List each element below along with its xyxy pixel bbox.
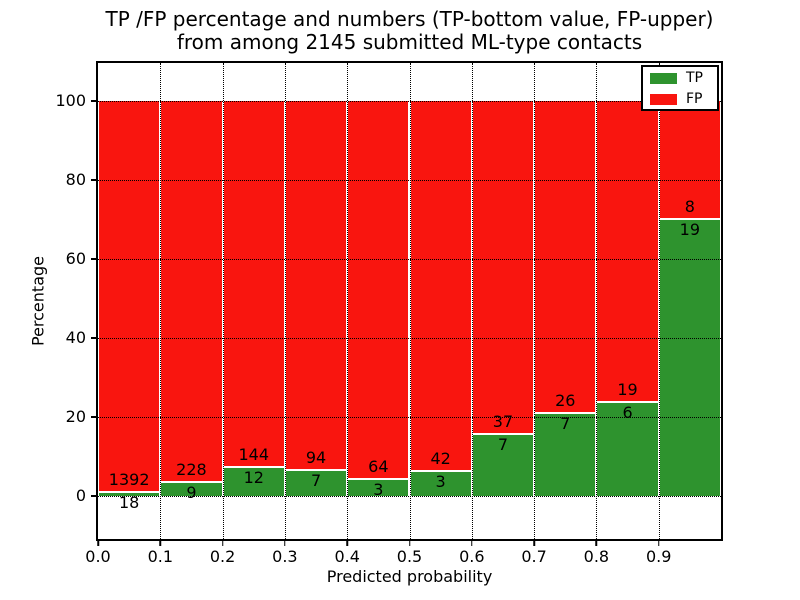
fp-bar-segment [222,100,285,466]
tp-count-label: 3 [435,471,446,491]
y-tick [91,100,96,102]
x-tick-label: 0.0 [85,547,111,566]
tp-bar-segment [98,490,161,496]
x-tick-label: 0.9 [645,547,672,566]
y-tick [91,495,96,497]
x-tick [595,541,598,546]
x-tick-label: 0.1 [147,547,174,566]
tp-count-label: 7 [560,414,571,434]
legend-swatch-fp [650,94,677,105]
y-tick-label: 40 [65,327,86,347]
fp-count-label: 26 [555,391,576,411]
fp-bar-segment [471,100,535,434]
chart-title-line2: from among 2145 submitted ML-type contac… [176,30,643,54]
x-gridline [347,63,349,539]
legend-item-tp: TP [650,69,717,88]
x-tick [221,541,224,546]
x-tick [284,541,286,546]
fp-count-label: 42 [430,448,451,468]
tp-count-label: 7 [497,435,509,455]
fp-bar-segment [409,100,472,470]
fp-count-label: 19 [617,380,638,400]
x-tick [159,541,162,546]
x-gridline [284,63,286,539]
legend-label-fp: FP [686,91,703,107]
x-gridline [471,63,473,539]
x-axis-label: Predicted probability [326,567,493,586]
fp-count-label: 64 [368,457,389,477]
y-tick [91,258,96,260]
legend: TP FP [641,65,719,111]
fp-bar-segment [284,100,348,469]
fp-bar-segment [98,100,161,491]
legend-swatch-tp [650,73,677,84]
x-tick [408,541,411,546]
tp-bar-segment [534,412,597,496]
y-gridline [98,100,721,102]
chart-title: TP /FP percentage and numbers (TP-bottom… [96,8,723,54]
tp-count-label: 9 [186,482,197,502]
plot-area: 1392 18 228 9 144 12 94 7 64 3 42 3 37 7 26 7 19 6 8 19 [96,61,723,541]
fp-bar-segment [658,100,721,218]
x-gridline [409,63,411,539]
tp-count-label: 7 [310,470,322,490]
y-axis-label: Percentage [28,255,48,347]
x-tick-label: 0.8 [583,547,610,566]
y-tick-label: 80 [65,169,86,189]
fp-bar-segment [596,100,659,402]
x-tick-label: 0.2 [209,547,236,566]
x-tick [533,541,535,546]
x-tick-label: 0.6 [459,547,485,566]
y-tick-label: 0 [75,486,86,505]
y-tick [91,416,96,418]
fp-count-label: 228 [176,459,207,479]
chart-title-line1: TP /FP percentage and numbers (TP-bottom… [105,7,714,31]
x-tick-label: 0.7 [521,547,547,566]
fp-count-label: 1392 [108,469,150,489]
x-tick-label: 0.5 [396,547,423,566]
y-tick [91,337,96,339]
x-gridline [658,63,660,539]
x-gridline [222,63,224,539]
x-tick [471,541,473,546]
tp-bar-segment [471,433,535,496]
tp-bar-segment [222,465,285,496]
plot-inner: 1392 18 228 9 144 12 94 7 64 3 42 3 37 7 26 7 19 6 8 19 [98,63,721,539]
y-tick [91,179,96,181]
tp-count-label: 6 [622,403,633,423]
tp-bar-segment [409,469,472,496]
y-tick-label: 100 [55,90,86,110]
x-gridline [160,63,162,539]
y-gridline [98,416,721,418]
tp-count-label: 18 [118,492,140,512]
fp-count-label: 37 [492,412,514,432]
fp-count-label: 94 [305,447,327,467]
fp-bar-segment [347,100,410,479]
y-gridline [98,337,721,339]
y-tick-label: 60 [65,248,86,268]
x-gridline [596,63,598,539]
legend-label-tp: TP [686,70,703,86]
x-tick [97,541,99,546]
legend-item-fp: FP [650,90,717,109]
y-tick-label: 20 [65,406,86,426]
tp-count-label: 3 [373,480,384,500]
x-tick-label: 0.3 [272,547,298,566]
fp-bar-segment [160,100,223,481]
y-gridline [98,258,721,260]
tp-bar-segment [658,217,721,496]
tp-count-label: 19 [679,219,701,239]
y-gridline [98,496,721,497]
tp-bar-segment [284,468,348,496]
x-tick-label: 0.4 [334,547,360,566]
x-tick [346,541,348,546]
x-tick [657,541,660,546]
fp-count-label: 144 [238,444,270,464]
x-gridline [534,63,536,539]
y-gridline [98,179,721,181]
fp-bar-segment [534,100,597,413]
fp-count-label: 8 [684,196,695,216]
tp-count-label: 12 [243,467,264,487]
